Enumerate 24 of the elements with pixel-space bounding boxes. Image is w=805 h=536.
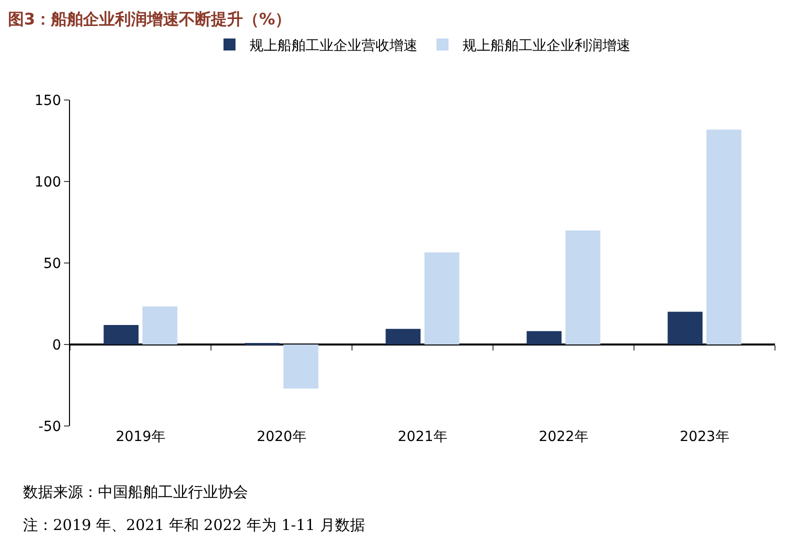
legend-label: 规上船舶工业企业营收增速 xyxy=(250,38,418,54)
bar xyxy=(104,324,139,344)
x-tick-label: 2022年 xyxy=(538,429,588,445)
bar xyxy=(142,306,178,344)
y-tick-label: 100 xyxy=(34,174,62,190)
bar xyxy=(668,312,703,344)
y-tick-label: -50 xyxy=(38,418,62,435)
source-note: 数据来源：中国船舶工业行业协会 xyxy=(23,483,248,501)
bar xyxy=(706,130,742,344)
chart-title: 图3：船舶企业利润增速不断提升（%） xyxy=(8,10,292,29)
x-tick-label: 2019年 xyxy=(116,429,166,445)
x-tick-label: 2021年 xyxy=(398,429,448,445)
x-tick-label: 2020年 xyxy=(256,429,306,445)
bar xyxy=(526,331,562,344)
x-tick-label: 2023年 xyxy=(680,429,730,445)
y-tick-label: 0 xyxy=(52,337,62,354)
bar xyxy=(424,252,460,344)
text: 注：2019 年、2021 年和 2022 年为 1-11 月数据 xyxy=(23,516,365,534)
y-tick-label: 150 xyxy=(34,92,62,109)
y-tick-label: 50 xyxy=(43,256,62,272)
bar xyxy=(283,344,318,389)
bar xyxy=(565,230,600,344)
bar xyxy=(386,328,421,344)
legend-label: 规上船舶工业企业利润增速 xyxy=(462,38,630,54)
